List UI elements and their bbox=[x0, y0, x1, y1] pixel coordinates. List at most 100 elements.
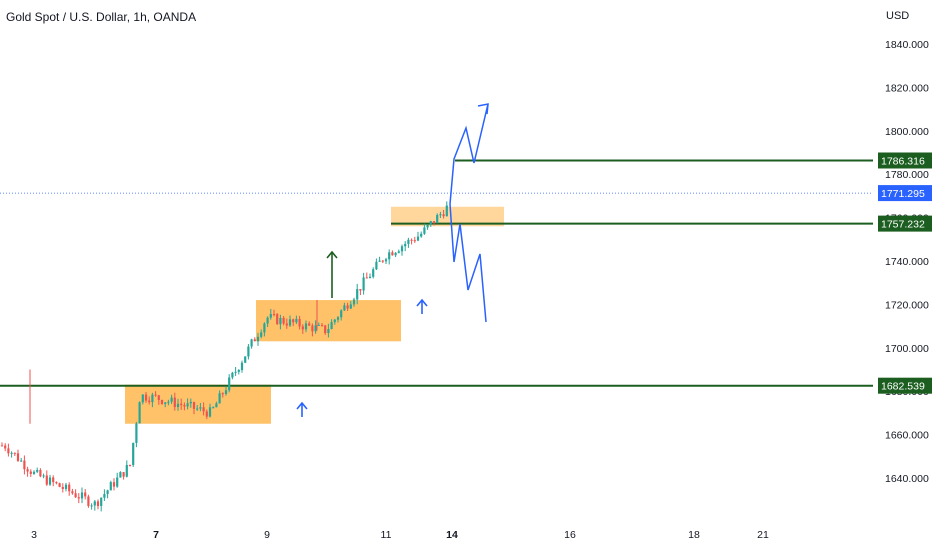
candle-body bbox=[372, 269, 375, 277]
candle-body bbox=[384, 259, 388, 262]
candle-body bbox=[205, 411, 208, 417]
candle-body bbox=[58, 483, 61, 487]
x-tick-label: 21 bbox=[757, 529, 769, 541]
candle-body bbox=[311, 325, 314, 332]
candle-body bbox=[36, 469, 39, 472]
candle-body bbox=[436, 215, 439, 224]
y-tick-label: 1740.000 bbox=[885, 256, 929, 268]
x-tick-label: 14 bbox=[446, 529, 458, 541]
candle-body bbox=[388, 252, 391, 260]
scenario-up-arrowhead bbox=[477, 103, 489, 115]
candle-body bbox=[356, 289, 359, 300]
candle-body bbox=[400, 246, 404, 252]
candle-body bbox=[445, 205, 448, 217]
candle-body bbox=[439, 214, 442, 216]
level-price-tag-text: 1786.316 bbox=[881, 155, 925, 167]
candle-body bbox=[119, 472, 122, 478]
candle-body bbox=[90, 505, 93, 507]
candle-body bbox=[365, 277, 368, 279]
candle-body bbox=[84, 492, 87, 497]
candle-body bbox=[282, 317, 285, 324]
candle-body bbox=[285, 323, 288, 326]
candle-body bbox=[279, 317, 282, 325]
candle-body bbox=[330, 322, 333, 330]
candle-body bbox=[29, 471, 32, 474]
candle-body bbox=[317, 324, 320, 326]
candle-body bbox=[148, 400, 151, 403]
candle-body bbox=[93, 501, 96, 506]
candle-body bbox=[23, 460, 26, 470]
candle-body bbox=[250, 339, 253, 347]
candle-body bbox=[116, 477, 119, 487]
y-tick-label: 1820.000 bbox=[885, 82, 929, 94]
candle-body bbox=[237, 370, 240, 372]
candle-body bbox=[349, 304, 352, 309]
candle-body bbox=[442, 214, 445, 217]
candle-body bbox=[71, 491, 74, 494]
candle-body bbox=[336, 317, 340, 320]
candle-body bbox=[298, 318, 301, 327]
x-tick-label: 3 bbox=[31, 529, 37, 541]
candle-body bbox=[368, 276, 372, 279]
candle-body bbox=[74, 493, 77, 498]
candle-body bbox=[100, 497, 103, 507]
candle-body bbox=[343, 305, 346, 311]
y-tick-label: 1780.000 bbox=[885, 169, 929, 181]
candle-body bbox=[13, 452, 16, 454]
y-tick-label: 1660.000 bbox=[885, 430, 929, 442]
candle-body bbox=[189, 402, 192, 404]
candle-body bbox=[176, 403, 180, 408]
candle-body bbox=[362, 277, 365, 291]
candle-body bbox=[304, 323, 308, 330]
candle-body bbox=[432, 221, 436, 224]
candle-body bbox=[240, 362, 244, 371]
candle-body bbox=[352, 299, 356, 305]
candle-body bbox=[151, 394, 154, 403]
candle-body bbox=[413, 240, 416, 242]
candle-body bbox=[10, 452, 13, 454]
candle-body bbox=[87, 496, 90, 506]
candle-body bbox=[64, 484, 68, 489]
candle-body bbox=[192, 402, 196, 409]
level-price-tag-text: 1682.539 bbox=[881, 381, 925, 393]
candle-body bbox=[132, 442, 135, 466]
candle-body bbox=[397, 251, 400, 253]
x-tick-label: 18 bbox=[688, 529, 700, 541]
up-arrow-head bbox=[416, 298, 428, 307]
candle-body bbox=[20, 460, 23, 462]
up-arrow-head bbox=[326, 250, 338, 259]
candle-body bbox=[164, 402, 167, 404]
candle-body bbox=[324, 325, 327, 334]
chart-title: Gold Spot / U.S. Dollar, 1h, OANDA bbox=[6, 10, 197, 24]
candle-body bbox=[106, 490, 109, 495]
y-tick-label: 1840.000 bbox=[885, 39, 929, 51]
candle-body bbox=[7, 448, 10, 454]
current-price-tag bbox=[878, 185, 932, 202]
candle-body bbox=[263, 323, 266, 333]
x-tick-label: 9 bbox=[264, 529, 270, 541]
candle-body bbox=[4, 445, 7, 449]
candle-body bbox=[180, 403, 183, 406]
candle-body bbox=[0, 445, 4, 447]
y-tick-label: 1640.000 bbox=[885, 473, 929, 485]
level-price-tag-text: 1757.232 bbox=[881, 219, 925, 231]
candle-body bbox=[128, 464, 132, 466]
level-price-tag bbox=[878, 215, 932, 232]
candle-body bbox=[144, 394, 148, 401]
level-price-tag bbox=[878, 377, 932, 394]
candle-body bbox=[253, 339, 256, 342]
candle-body bbox=[378, 260, 381, 262]
candle-body bbox=[381, 260, 384, 262]
candle-body bbox=[221, 393, 224, 395]
candle-body bbox=[276, 314, 279, 325]
candle-body bbox=[256, 336, 260, 342]
candle-body bbox=[212, 407, 215, 409]
candle-body bbox=[269, 314, 272, 318]
candle-body bbox=[199, 407, 202, 409]
candle-body bbox=[420, 233, 423, 237]
candle-body bbox=[308, 323, 311, 326]
candle-body bbox=[228, 377, 231, 391]
candle-body bbox=[320, 324, 324, 326]
